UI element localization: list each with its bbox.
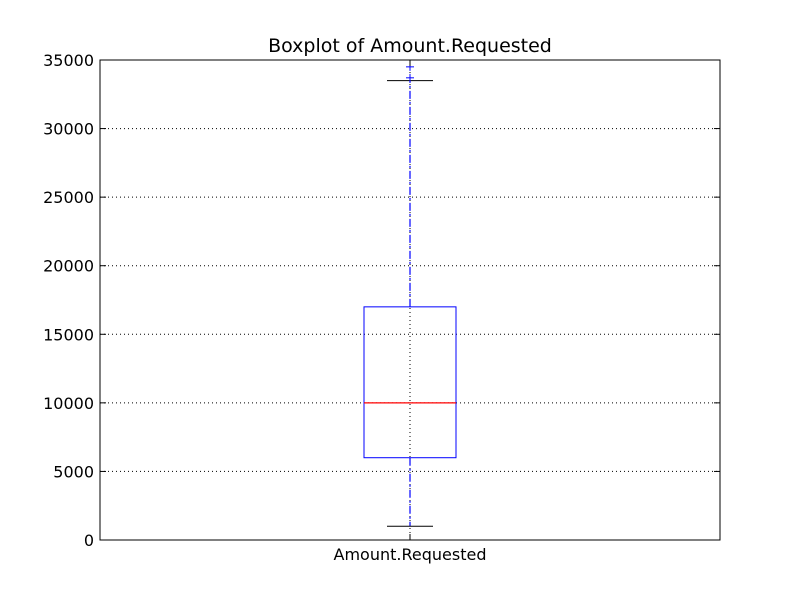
- outlier-marker: [406, 73, 414, 82]
- chart-title: Boxplot of Amount.Requested: [268, 35, 552, 57]
- y-tick-label: 25000: [43, 188, 94, 207]
- y-tick-label: 0: [84, 531, 94, 550]
- y-tick-label: 10000: [43, 394, 94, 413]
- interquartile-box: [363, 306, 457, 459]
- x-tick-label: Amount.Requested: [334, 545, 487, 564]
- y-tick-label: 30000: [43, 120, 94, 139]
- box-group: [363, 62, 457, 527]
- y-tick-label: 35000: [43, 51, 94, 70]
- y-tick-label: 20000: [43, 257, 94, 276]
- y-tick-label: 15000: [43, 325, 94, 344]
- axis-ticks: 0 5000 10000 15000 20000 25000 30000 35000 Amoun…: [43, 51, 720, 564]
- y-tick-label: 5000: [53, 462, 94, 481]
